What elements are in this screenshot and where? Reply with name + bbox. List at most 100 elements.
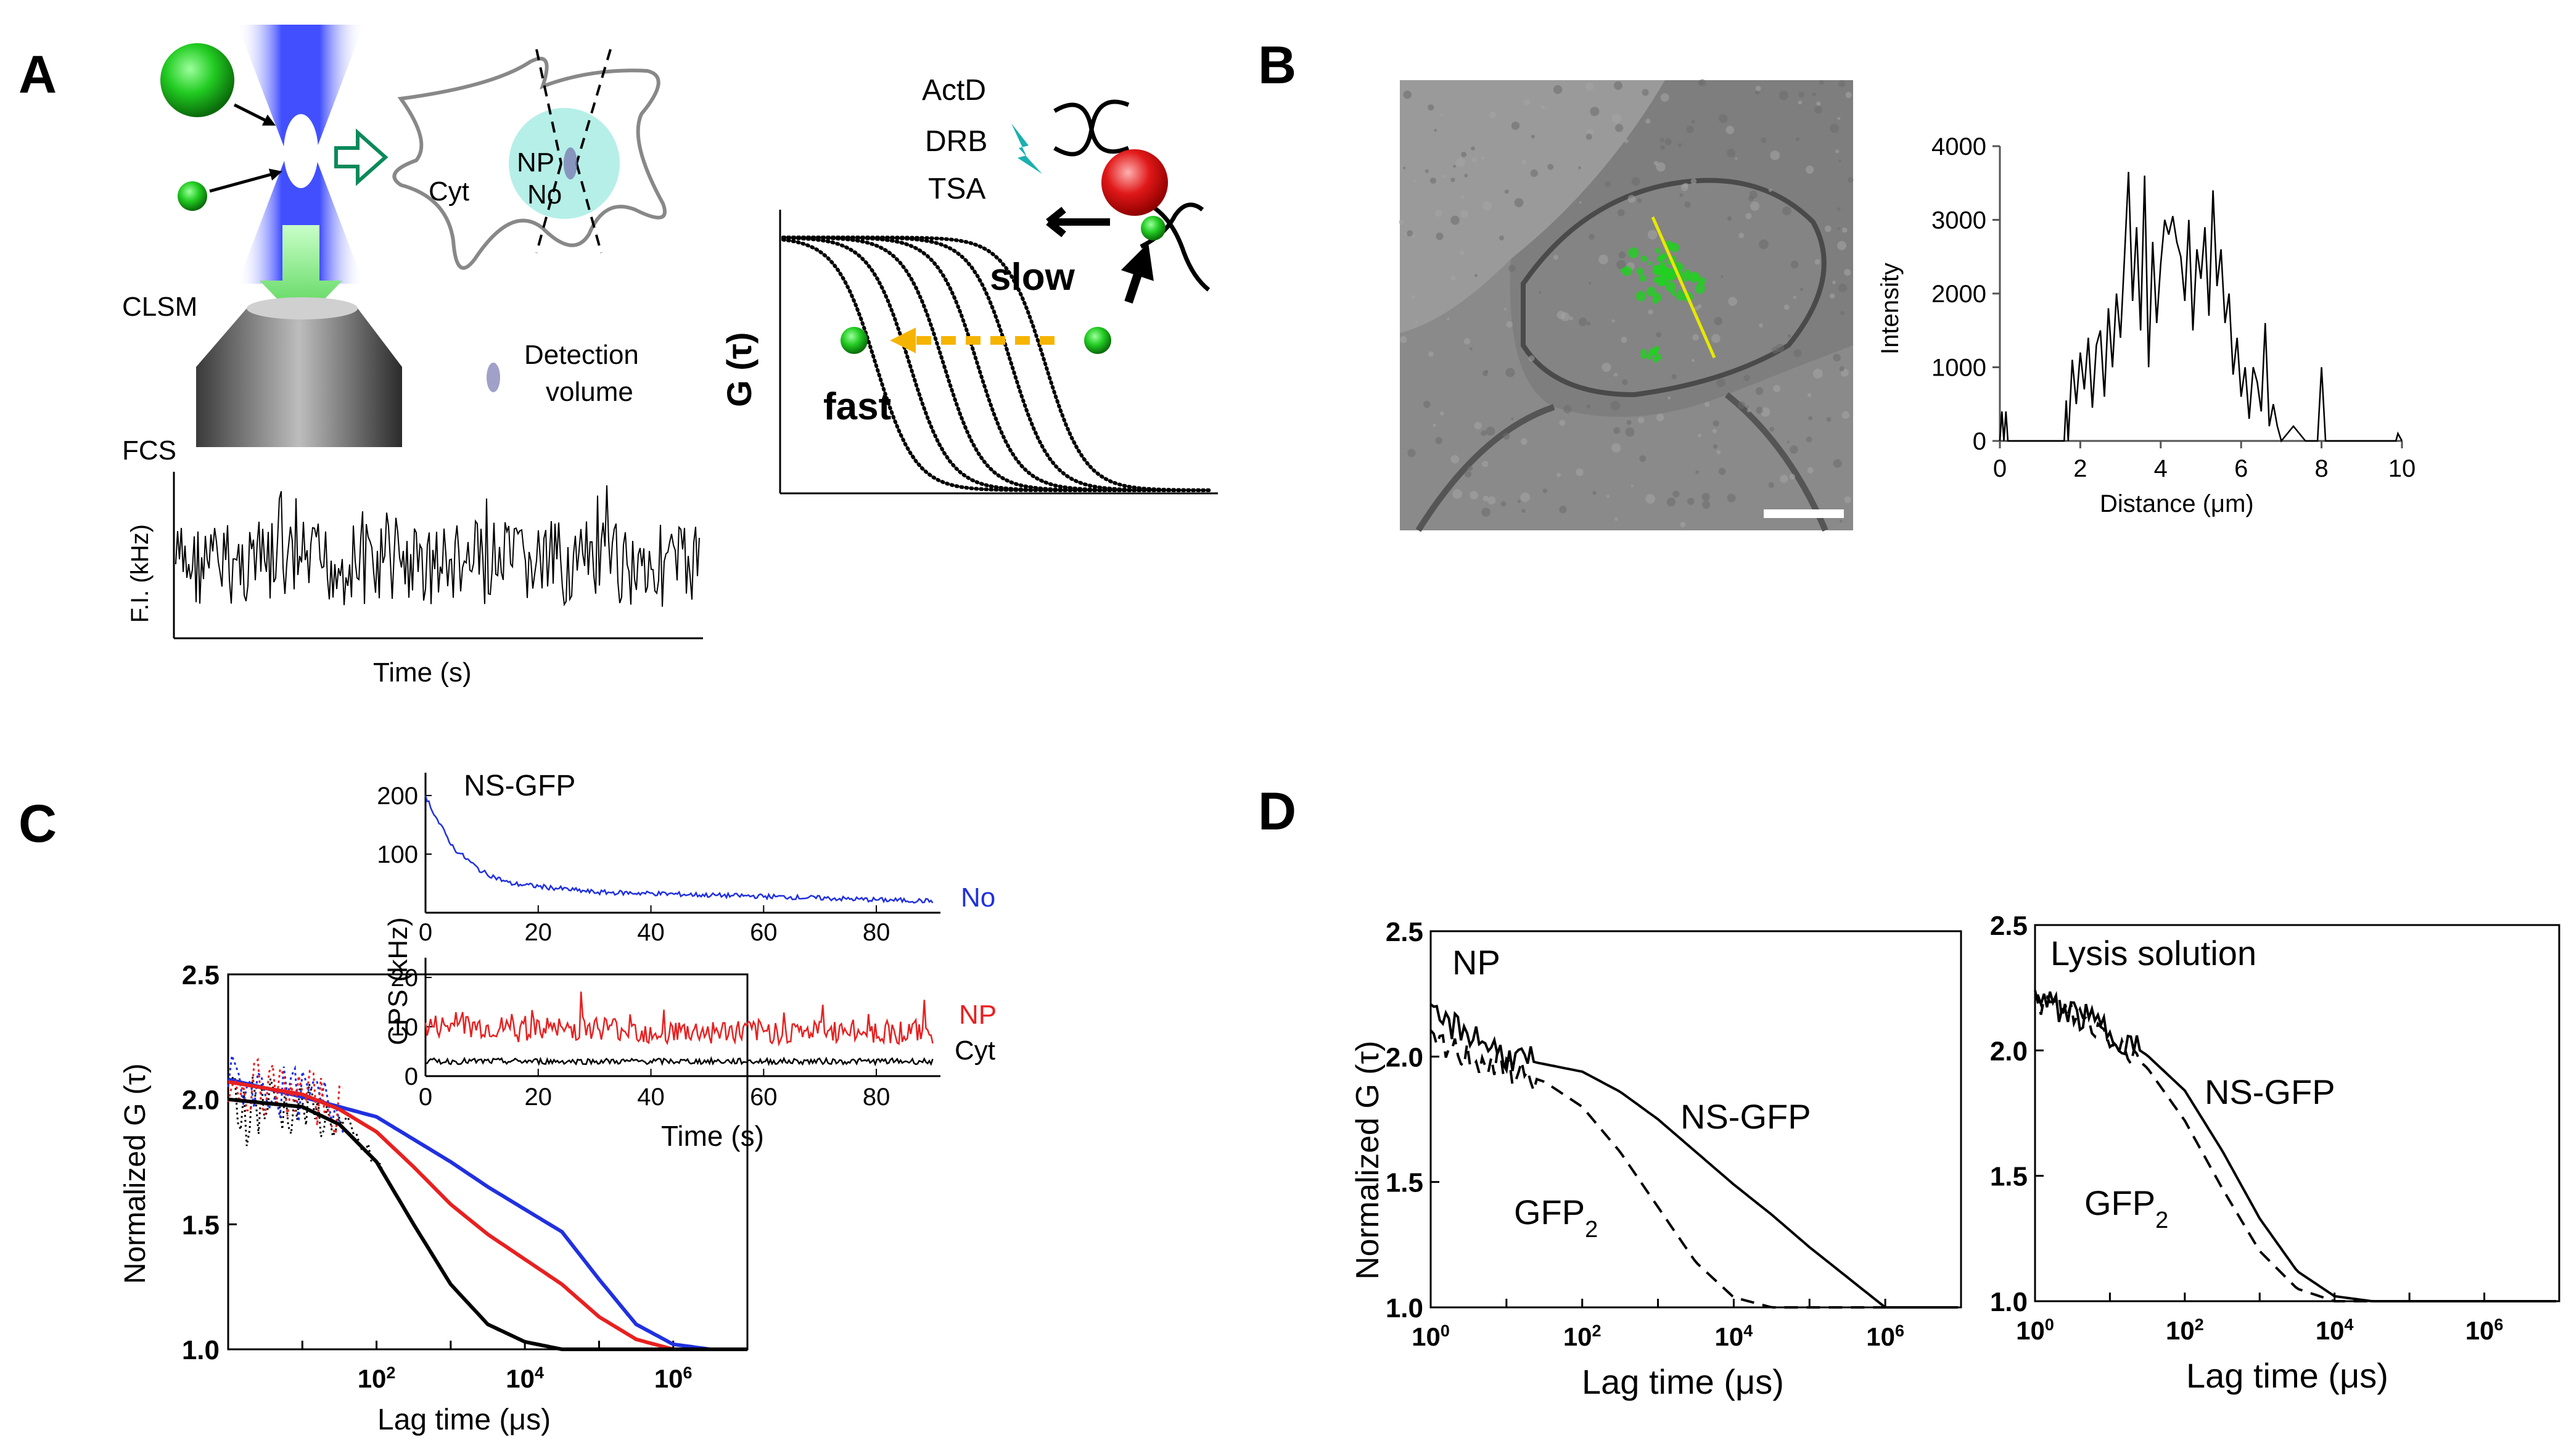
image-texture-speckle (1499, 235, 1504, 241)
image-texture-speckle (1806, 165, 1814, 174)
y-tick-label: 2.0 (1990, 1036, 2028, 1066)
chart-d1-nsgfp-label: NS-GFP (1680, 1097, 1811, 1136)
image-texture-speckle (1812, 92, 1816, 97)
image-texture-speckle (1435, 437, 1442, 445)
image-texture-speckle (1587, 321, 1591, 326)
microscope-label: CLSM (122, 292, 197, 322)
image-texture-speckle (1840, 519, 1843, 523)
inset-top-y-tick-label: 200 (377, 783, 418, 810)
image-texture-speckle (1775, 343, 1785, 352)
image-texture-speckle (1528, 355, 1535, 361)
image-texture-speckle (1613, 372, 1618, 377)
image-texture-speckle (1660, 93, 1669, 102)
image-texture-speckle (1589, 282, 1592, 285)
image-texture-speckle (1503, 432, 1510, 440)
image-texture-speckle (1711, 334, 1721, 343)
image-texture-speckle (1727, 216, 1732, 221)
image-texture-speckle (1560, 312, 1570, 321)
nucleolus-fluorescence-spot (1695, 284, 1705, 294)
image-texture-speckle (1465, 471, 1472, 478)
image-texture-speckle (1790, 260, 1799, 269)
lightning-icon (1011, 123, 1042, 174)
image-texture-speckle (1698, 434, 1701, 437)
x-tick-label: 0 (1993, 455, 2007, 482)
y-tick-label: 3000 (1931, 207, 1986, 234)
image-texture-speckle (1521, 509, 1526, 513)
image-texture-speckle (1470, 347, 1473, 351)
image-texture-speckle (1622, 379, 1628, 385)
image-texture-speckle (1481, 156, 1484, 160)
image-texture-speckle (1768, 482, 1774, 488)
drug-tsa: TSA (928, 173, 985, 205)
nucleolus-fluorescence-spot (1620, 268, 1626, 273)
image-texture-speckle (1614, 517, 1618, 521)
image-texture-speckle (1403, 90, 1412, 99)
x-tick-label: 100 (2016, 1315, 2054, 1345)
image-texture-speckle (1611, 443, 1621, 453)
microscopy-image (1399, 79, 1854, 532)
x-tick-label: 106 (1866, 1322, 1904, 1351)
inset-bottom-x-tick-label: 20 (525, 1084, 553, 1111)
nucleolus-fluorescence-spot (1640, 255, 1647, 262)
image-texture-speckle (1833, 353, 1841, 362)
drug-actd: ActD (922, 74, 986, 107)
image-texture-speckle (1605, 181, 1611, 187)
image-texture-speckle (1713, 444, 1718, 449)
image-texture-speckle (1435, 209, 1442, 217)
inset-top-x-tick-label: 20 (525, 919, 553, 946)
image-texture-speckle (1460, 250, 1465, 255)
x-tick-label: 106 (2465, 1315, 2504, 1345)
image-texture-speckle (1838, 283, 1848, 292)
image-texture-speckle (1735, 157, 1738, 160)
series-gfp2 (1429, 1029, 1959, 1309)
image-texture-speckle (1838, 80, 1846, 88)
image-texture-speckle (1837, 241, 1847, 250)
nucleolus-fluorescence-spot (1639, 274, 1647, 282)
inset-top-x-tick-label: 0 (419, 919, 432, 946)
image-texture-speckle (1474, 422, 1482, 430)
image-texture-speckle (1611, 113, 1621, 123)
image-texture-speckle (1433, 423, 1436, 427)
image-texture-speckle (1606, 495, 1610, 498)
image-texture-speckle (1482, 371, 1488, 376)
line-scan-path (1651, 216, 1716, 359)
g-tau-schematic (779, 210, 1218, 495)
image-texture-speckle (1808, 416, 1813, 421)
image-texture-speckle (1579, 201, 1582, 204)
nucleolus-label: No (527, 179, 562, 210)
image-texture-speckle (1789, 474, 1796, 480)
laser-beam (237, 25, 364, 284)
image-texture-speckle (1819, 80, 1824, 85)
bound-green-sphere (1141, 216, 1166, 241)
g-tau-label: G (τ) (720, 332, 759, 407)
detection-volume-label-1: Detection (524, 340, 639, 370)
x-tick-label: 104 (506, 1363, 544, 1393)
series-gfp2 (2034, 990, 2557, 1302)
image-texture-speckle (1413, 179, 1417, 183)
image-texture-speckle (1738, 232, 1745, 239)
y-tick-label: 2000 (1931, 281, 1986, 308)
lysis-correlation-chart: 1.0 1.5 2.0 2.5 100 102 104 106 (1990, 911, 2560, 1345)
image-texture-speckle (1547, 163, 1554, 170)
inset-bottom-y-tick-label: 10 (391, 1014, 419, 1041)
image-texture-speckle (1812, 368, 1823, 379)
image-texture-speckle (1701, 493, 1710, 501)
zoom-arrow (334, 128, 389, 186)
nucleolus-fluorescence-spot (1628, 247, 1639, 258)
image-texture-speckle (1746, 405, 1749, 408)
nucleolus-fluorescence-spot (1655, 248, 1661, 253)
image-texture-speckle (1687, 498, 1695, 505)
image-texture-speckle (1839, 366, 1844, 372)
image-texture-speckle (1677, 143, 1682, 147)
inset-legend-cyt: Cyt (955, 1035, 995, 1066)
image-texture-speckle (1795, 137, 1800, 141)
image-texture-speckle (1664, 138, 1672, 146)
image-texture-speckle (1521, 160, 1526, 165)
fcs-trace-line (175, 485, 700, 607)
image-texture-speckle (1814, 259, 1820, 265)
image-texture-speckle (1645, 118, 1651, 124)
trace-x-label: Time (s) (373, 657, 472, 688)
image-texture-speckle (1814, 105, 1822, 114)
x-tick-label: 10 (2388, 455, 2416, 482)
